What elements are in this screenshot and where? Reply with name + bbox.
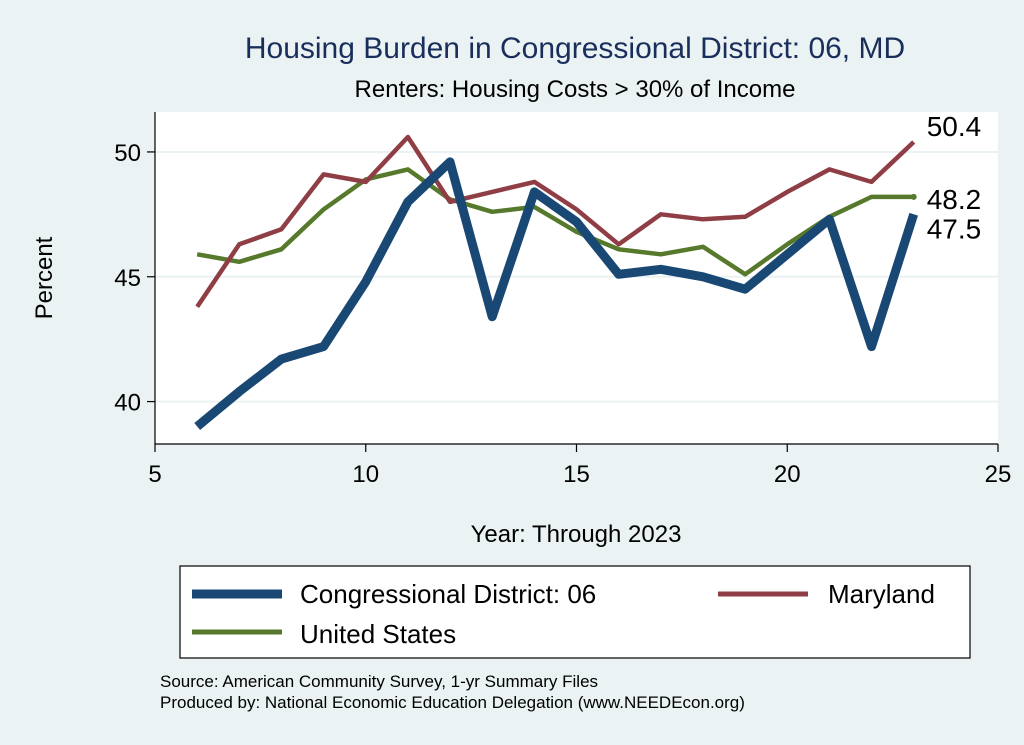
- us-end-marker: [910, 193, 917, 200]
- y-axis-label: Percent: [31, 236, 58, 319]
- district-end-label: 47.5: [927, 213, 982, 244]
- source-note: Source: American Community Survey, 1-yr …: [160, 672, 598, 691]
- legend-box: [179, 565, 971, 659]
- legend-label-us: United States: [300, 619, 456, 649]
- x-tick-label: 25: [985, 461, 1012, 488]
- producer-note: Produced by: National Economic Education…: [160, 693, 745, 712]
- x-tick-label: 20: [774, 461, 801, 488]
- y-tick-label: 50: [114, 140, 141, 167]
- chart-title: Housing Burden in Congressional District…: [245, 32, 905, 65]
- x-axis-label: Year: Through 2023: [471, 521, 682, 548]
- gridlines: [155, 150, 998, 403]
- maryland-end-label: 50.4: [927, 111, 982, 142]
- axis-ticks: 40 45 50 5 10 15 20 25: [114, 140, 1011, 488]
- x-tick-label: 10: [352, 461, 379, 488]
- end-labels: 47.5 50.4 48.2: [910, 111, 982, 244]
- chart-subtitle: Renters: Housing Costs > 30% of Income: [355, 76, 796, 103]
- series-layer: [194, 134, 918, 430]
- x-tick-label: 15: [563, 461, 590, 488]
- y-tick-label: 45: [114, 265, 141, 292]
- legend-label-maryland: Maryland: [828, 579, 935, 609]
- plot-area: [155, 112, 998, 444]
- legend-label-district: Congressional District: 06: [300, 579, 596, 609]
- maryland-series-line: [195, 134, 916, 308]
- us-series-line: [196, 167, 914, 277]
- us-end-label: 48.2: [927, 184, 982, 215]
- x-tick-label: 5: [148, 461, 161, 488]
- district-series-line: [194, 157, 918, 430]
- legend: Congressional District: 06 Maryland Unit…: [179, 565, 971, 659]
- y-tick-label: 40: [114, 390, 141, 417]
